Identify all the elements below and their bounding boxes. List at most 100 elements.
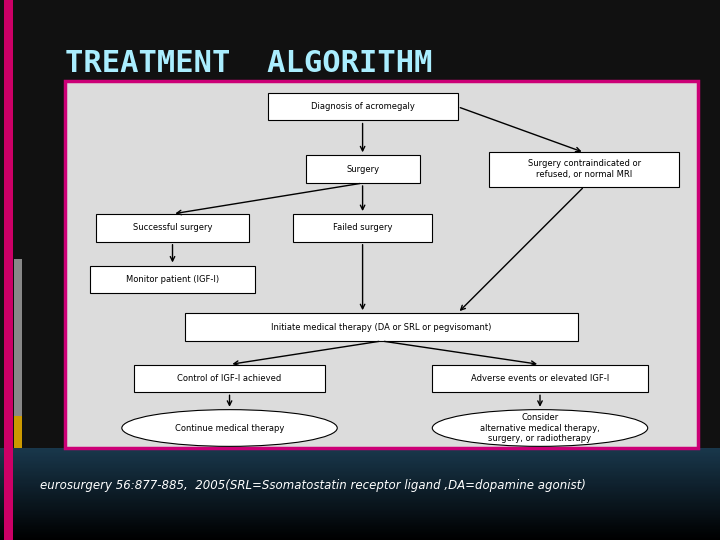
- Bar: [0, 450, 720, 451]
- Bar: [0, 489, 720, 491]
- FancyBboxPatch shape: [135, 364, 325, 392]
- Bar: [0, 0, 720, 448]
- Bar: [0, 497, 720, 499]
- Bar: [0, 499, 720, 500]
- Text: Successful surgery: Successful surgery: [132, 224, 212, 232]
- Text: Continue medical therapy: Continue medical therapy: [175, 423, 284, 433]
- Bar: [0, 503, 720, 504]
- Text: Failed surgery: Failed surgery: [333, 224, 392, 232]
- Bar: [0, 534, 720, 536]
- FancyBboxPatch shape: [65, 81, 698, 448]
- Bar: [0, 482, 720, 483]
- Bar: [0, 502, 720, 503]
- Bar: [0, 529, 720, 530]
- Bar: [0, 509, 720, 510]
- Text: Adverse events or elevated IGF-I: Adverse events or elevated IGF-I: [471, 374, 609, 383]
- Bar: [0, 479, 720, 481]
- Bar: [0, 470, 720, 471]
- Bar: [0, 460, 720, 461]
- Bar: [0, 458, 720, 460]
- Bar: [0, 471, 720, 472]
- Bar: [0, 477, 720, 478]
- Bar: [0, 464, 720, 465]
- Bar: [0, 457, 720, 458]
- Bar: [0, 539, 720, 540]
- FancyBboxPatch shape: [305, 156, 420, 183]
- Bar: [0, 472, 720, 474]
- Bar: [0, 478, 720, 479]
- Bar: [4, 0, 13, 540]
- Bar: [0, 531, 720, 532]
- Bar: [0, 500, 720, 501]
- Bar: [0, 507, 720, 508]
- Bar: [0, 493, 720, 494]
- Bar: [0, 522, 720, 523]
- Bar: [0, 463, 720, 464]
- FancyBboxPatch shape: [96, 214, 248, 241]
- Bar: [0, 510, 720, 511]
- FancyBboxPatch shape: [432, 364, 648, 392]
- Bar: [0, 481, 720, 482]
- Bar: [0, 461, 720, 462]
- Text: Initiate medical therapy (DA or SRL or pegvisomant): Initiate medical therapy (DA or SRL or p…: [271, 322, 492, 332]
- FancyBboxPatch shape: [268, 93, 458, 120]
- Bar: [0, 501, 720, 502]
- Bar: [0, 496, 720, 497]
- Bar: [0, 517, 720, 518]
- Bar: [0, 508, 720, 509]
- Bar: [0, 514, 720, 515]
- Bar: [0, 454, 720, 455]
- Bar: [0, 474, 720, 475]
- Text: Control of IGF-I achieved: Control of IGF-I achieved: [177, 374, 282, 383]
- Bar: [0, 448, 720, 449]
- Bar: [0, 526, 720, 528]
- Bar: [0, 465, 720, 467]
- Bar: [0, 518, 720, 519]
- Bar: [0, 521, 720, 522]
- Text: Monitor patient (IGF-I): Monitor patient (IGF-I): [126, 275, 219, 284]
- Bar: [0, 525, 720, 526]
- Bar: [0, 495, 720, 496]
- Text: Diagnosis of acromegaly: Diagnosis of acromegaly: [310, 102, 415, 111]
- Bar: [0, 453, 720, 454]
- FancyBboxPatch shape: [490, 152, 680, 186]
- Bar: [0, 455, 720, 456]
- Bar: [0, 523, 720, 524]
- Bar: [0, 449, 720, 450]
- Bar: [14, 416, 22, 448]
- Bar: [0, 475, 720, 476]
- Bar: [0, 484, 720, 485]
- Bar: [0, 528, 720, 529]
- Bar: [0, 462, 720, 463]
- Bar: [0, 469, 720, 470]
- Bar: [0, 483, 720, 484]
- Bar: [14, 259, 22, 448]
- Text: TREATMENT  ALGORITHM: TREATMENT ALGORITHM: [65, 49, 432, 78]
- Bar: [0, 451, 720, 453]
- Bar: [0, 524, 720, 525]
- Ellipse shape: [122, 410, 337, 447]
- Bar: [0, 515, 720, 516]
- Bar: [0, 536, 720, 537]
- Bar: [0, 488, 720, 489]
- Bar: [0, 468, 720, 469]
- Bar: [0, 486, 720, 487]
- Ellipse shape: [432, 410, 648, 447]
- Text: Consider
alternative medical therapy,
surgery, or radiotherapy: Consider alternative medical therapy, su…: [480, 413, 600, 443]
- Bar: [0, 494, 720, 495]
- Bar: [0, 530, 720, 531]
- FancyBboxPatch shape: [90, 266, 255, 293]
- Bar: [0, 485, 720, 486]
- FancyBboxPatch shape: [293, 214, 432, 241]
- Bar: [0, 456, 720, 457]
- Bar: [0, 487, 720, 488]
- Bar: [0, 516, 720, 517]
- Bar: [0, 519, 720, 521]
- Bar: [0, 505, 720, 507]
- Bar: [0, 537, 720, 538]
- Text: eurosurgery 56:877-885,  2005(SRL=Ssomatostatin receptor ligand ,DA=dopamine ago: eurosurgery 56:877-885, 2005(SRL=Ssomato…: [40, 480, 585, 492]
- Bar: [0, 532, 720, 533]
- Bar: [0, 504, 720, 505]
- Bar: [0, 533, 720, 534]
- Bar: [0, 491, 720, 492]
